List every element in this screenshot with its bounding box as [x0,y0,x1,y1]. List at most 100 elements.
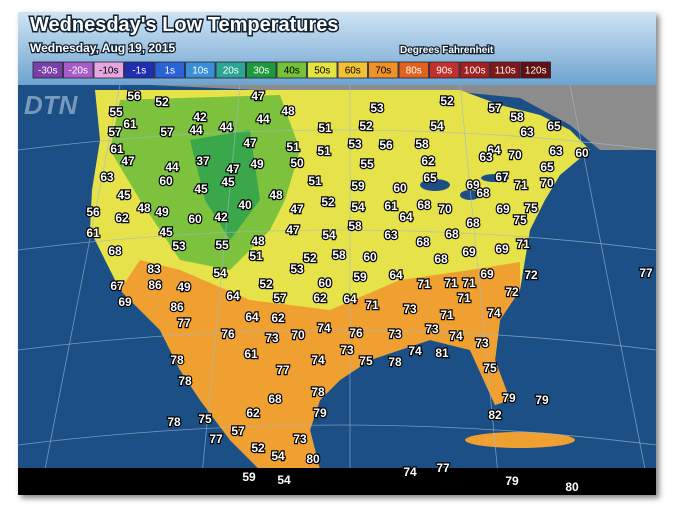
temperature-label: 56 [127,89,141,103]
temperature-label: 44 [189,123,203,137]
temperature-label: 54 [351,200,365,214]
temperature-label: 74 [449,329,463,343]
temperature-label: 51 [318,121,332,135]
temperature-label: 69 [462,245,476,259]
temperature-label: 59 [353,270,367,284]
legend-swatch [215,61,246,79]
temperature-label: 54 [322,228,336,242]
temperature-label: 54 [430,119,444,133]
temperature-label: 68 [434,252,448,266]
legend-label: 40s [284,66,300,77]
legend-swatch [63,61,94,79]
temperature-label: 45 [117,188,131,202]
temperature-label: 70 [291,328,305,342]
title: Wednesday's Low Temperatures [30,14,339,36]
temperature-label: 52 [440,94,454,108]
temperature-label: 54 [271,449,285,463]
temperature-label: 73 [293,432,307,446]
temperature-label: 82 [488,408,502,422]
temperature-label: 56 [379,138,393,152]
temperature-label: 50 [290,156,304,170]
temperature-label: 51 [308,174,322,188]
temperature-label: 71 [365,298,379,312]
lake [460,190,480,200]
temperature-label: 77 [209,432,223,446]
temperature-label: 59 [242,470,256,484]
temperature-label: 47 [121,154,135,168]
temperature-label: 59 [351,179,365,193]
temperature-label: 52 [321,195,335,209]
temperature-label: 47 [290,202,304,216]
temperature-label: 61 [86,226,100,240]
temperature-label: 81 [435,346,449,360]
temperature-label: 63 [520,125,534,139]
temperature-label: 75 [359,354,373,368]
temperature-label: 60 [188,212,202,226]
date: Wednesday, Aug 19, 2015 [30,41,175,55]
temperature-label: 52 [155,95,169,109]
temperature-label: 76 [349,326,363,340]
legend-label: 100s [464,66,486,77]
temperature-label: 74 [408,344,422,358]
temperature-label: 61 [244,347,258,361]
legend-label: 1s [164,66,175,77]
temperature-label: 75 [198,412,212,426]
temperature-label: 68 [268,392,282,406]
temperature-label: 62 [115,211,129,225]
temperature-label: 53 [370,101,384,115]
temperature-label: 74 [317,321,331,335]
temperature-label: 48 [269,188,283,202]
temperature-label: 68 [476,186,490,200]
legend-label: -1s [132,66,146,77]
temperature-label: 77 [177,316,191,330]
parallel [17,129,657,151]
temperature-label: 65 [540,160,554,174]
temperature-label: 71 [440,308,454,322]
legend-label: -30s [38,66,57,77]
legend-label: -10s [99,66,118,77]
temperature-label: 72 [524,268,538,282]
temperature-label: 44 [165,160,179,174]
temperature-label: 49 [155,205,169,219]
temperature-label: 64 [226,289,240,303]
legend-swatch [307,61,338,79]
lake [481,174,509,182]
temperature-label: 74 [487,306,501,320]
temperature-label: 52 [303,251,317,265]
legend-swatch [246,61,277,79]
temperature-label: 69 [496,202,510,216]
temperature-label: 51 [249,249,263,263]
temperature-label: 86 [148,278,162,292]
meridian [39,84,121,496]
temperature-label: 37 [196,154,210,168]
temperature-label: 45 [221,175,235,189]
temperature-label: 49 [177,280,191,294]
temperature-label: 78 [170,353,184,367]
temperature-label: 52 [259,277,273,291]
temperature-label: 58 [510,110,524,124]
temperature-label: 77 [436,461,450,475]
lake [420,179,450,191]
temperature-label: 69 [480,267,494,281]
graticule [17,84,657,496]
temperature-label: 56 [86,205,100,219]
legend-swatch [124,61,155,79]
temperature-label: 70 [438,202,452,216]
temperature-label: 77 [639,266,653,280]
temperature-label: 49 [250,157,264,171]
temperature-label: 68 [108,244,122,258]
temperature-label: 68 [466,216,480,230]
temperature-label: 79 [535,393,549,407]
temperature-label: 44 [219,120,233,134]
temperature-label: 47 [286,223,300,237]
temperature-label: 58 [415,137,429,151]
temperature-label: 45 [194,182,208,196]
temperature-label: 51 [286,140,300,154]
legend-swatch [459,61,490,79]
temperature-label: 60 [318,276,332,290]
temperature-label: 80 [565,480,579,494]
temperature-label: 52 [359,119,373,133]
meridian [199,84,241,496]
temperature-label: 68 [416,235,430,249]
